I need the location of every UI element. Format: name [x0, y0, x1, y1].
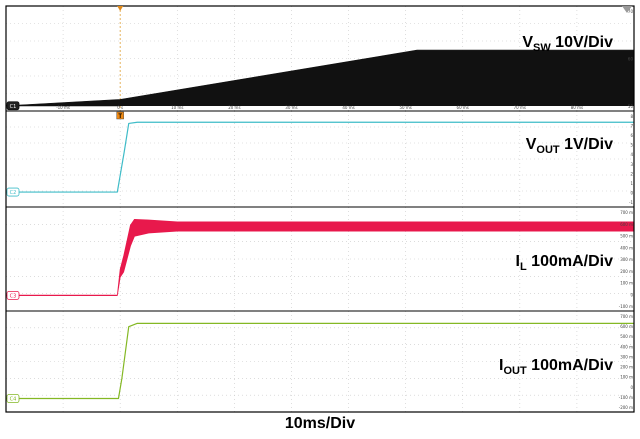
- x-tick-label: 50 ms: [399, 105, 411, 110]
- y-tick-label: 8: [630, 114, 633, 119]
- y-tick-label: 500 m: [620, 334, 633, 339]
- y-tick-label: 500 m: [620, 234, 633, 239]
- x-tick-label: 30 ms: [285, 105, 297, 110]
- x-tick-label: 20 ms: [228, 105, 240, 110]
- y-tick-label: 0: [630, 385, 633, 390]
- y-tick-label: 60: [628, 57, 634, 62]
- label-scale: 100mA/Div: [527, 357, 613, 374]
- y-tick-label: 50: [628, 104, 634, 109]
- y-tick-label: 4: [630, 152, 633, 157]
- trigger-marker-box: [116, 111, 124, 120]
- y-tick-label: 100 m: [620, 375, 633, 380]
- scope-traces: [5, 49, 635, 400]
- x-tick-label: 10 ms: [171, 105, 183, 110]
- y-tick-label: 7: [630, 124, 633, 129]
- y-tick-label: 6: [630, 133, 633, 138]
- y-tick-label: -200 m: [619, 405, 633, 410]
- channel-badge: [6, 187, 20, 197]
- scope-graticule: [6, 6, 634, 412]
- trigger-position-marker: [117, 6, 124, 11]
- vsw-scale-label: VSW 10V/Div: [522, 34, 613, 54]
- channel-badge: [6, 394, 20, 403]
- trigger-marker-text: T: [118, 114, 122, 120]
- x-tick-label: 40 ms: [342, 105, 354, 110]
- y-tick-label: 1: [630, 181, 633, 186]
- il-scale-label: IL 100mA/Div: [516, 253, 614, 273]
- vsw-switching-envelope: [5, 49, 635, 107]
- y-tick-label: 600 m: [620, 324, 633, 329]
- y-tick-label: 0: [630, 292, 633, 297]
- label-subscript: OUT: [536, 144, 560, 156]
- scope-frame: T: [5, 5, 635, 413]
- y-tick-label: 5: [630, 143, 633, 148]
- y-tick-label: 700 m: [620, 210, 633, 215]
- y-tick-label: -1: [629, 200, 633, 205]
- channel-badge: [6, 101, 20, 111]
- y-tick-label: 600 m: [620, 222, 633, 227]
- y-tick-label: 200 m: [620, 269, 633, 274]
- y-tick-label: 200 m: [620, 365, 633, 370]
- label-subscript: OUT: [504, 365, 528, 377]
- y-tick-label: 70: [628, 9, 634, 14]
- label-subscript: L: [520, 261, 527, 273]
- channel-badge: [6, 290, 20, 300]
- y-tick-label: 3: [630, 162, 633, 167]
- label-symbol: V: [522, 34, 533, 51]
- label-scale: 10V/Div: [551, 34, 613, 51]
- channel-badge-label: C1: [10, 104, 17, 110]
- x-tick-label: -10 ms: [56, 105, 70, 110]
- x-tick-label: 80 ms: [571, 105, 583, 110]
- scope-labels: -10 ms 0 s 10 ms 20 ms 30 ms 40 ms 50 ms 60 ms 7…: [6, 9, 634, 410]
- label-symbol: V: [526, 136, 537, 153]
- y-tick-label: 400 m: [620, 245, 633, 250]
- plot-frame: [5, 5, 635, 413]
- iout-scale-label: IOUT 100mA/Div: [499, 357, 613, 377]
- x-tick-label: 70 ms: [514, 105, 526, 110]
- vout-trace: [6, 121, 634, 193]
- vout-scale-label: VOUT 1V/Div: [526, 136, 613, 156]
- label-scale: 100mA/Div: [527, 253, 613, 270]
- y-tick-label: 100 m: [620, 281, 633, 286]
- x-axis-scale-label: 10ms/Div: [284, 415, 356, 432]
- x-tick-label: 60 ms: [457, 105, 469, 110]
- x-tick-label: 0 s: [117, 105, 123, 110]
- y-tick-label: 0: [630, 190, 633, 195]
- label-symbol: I: [516, 253, 520, 270]
- label-subscript: SW: [533, 42, 551, 54]
- y-tick-label: 300 m: [620, 257, 633, 262]
- y-tick-label: -100 m: [619, 304, 633, 309]
- timebase-marker: [622, 6, 632, 13]
- y-tick-label: 2: [630, 171, 633, 176]
- label-scale: 1V/Div: [560, 136, 613, 153]
- channel-badge-label: C2: [10, 190, 17, 196]
- y-tick-label: 700 m: [620, 314, 633, 319]
- channel-badge-label: C3: [10, 293, 17, 299]
- y-tick-label: 400 m: [620, 344, 633, 349]
- y-tick-label: 300 m: [620, 354, 633, 359]
- channel-badge-label: C4: [10, 397, 17, 403]
- y-tick-label: -100 m: [619, 395, 633, 400]
- label-symbol: I: [499, 357, 503, 374]
- iout-trace: [6, 322, 634, 400]
